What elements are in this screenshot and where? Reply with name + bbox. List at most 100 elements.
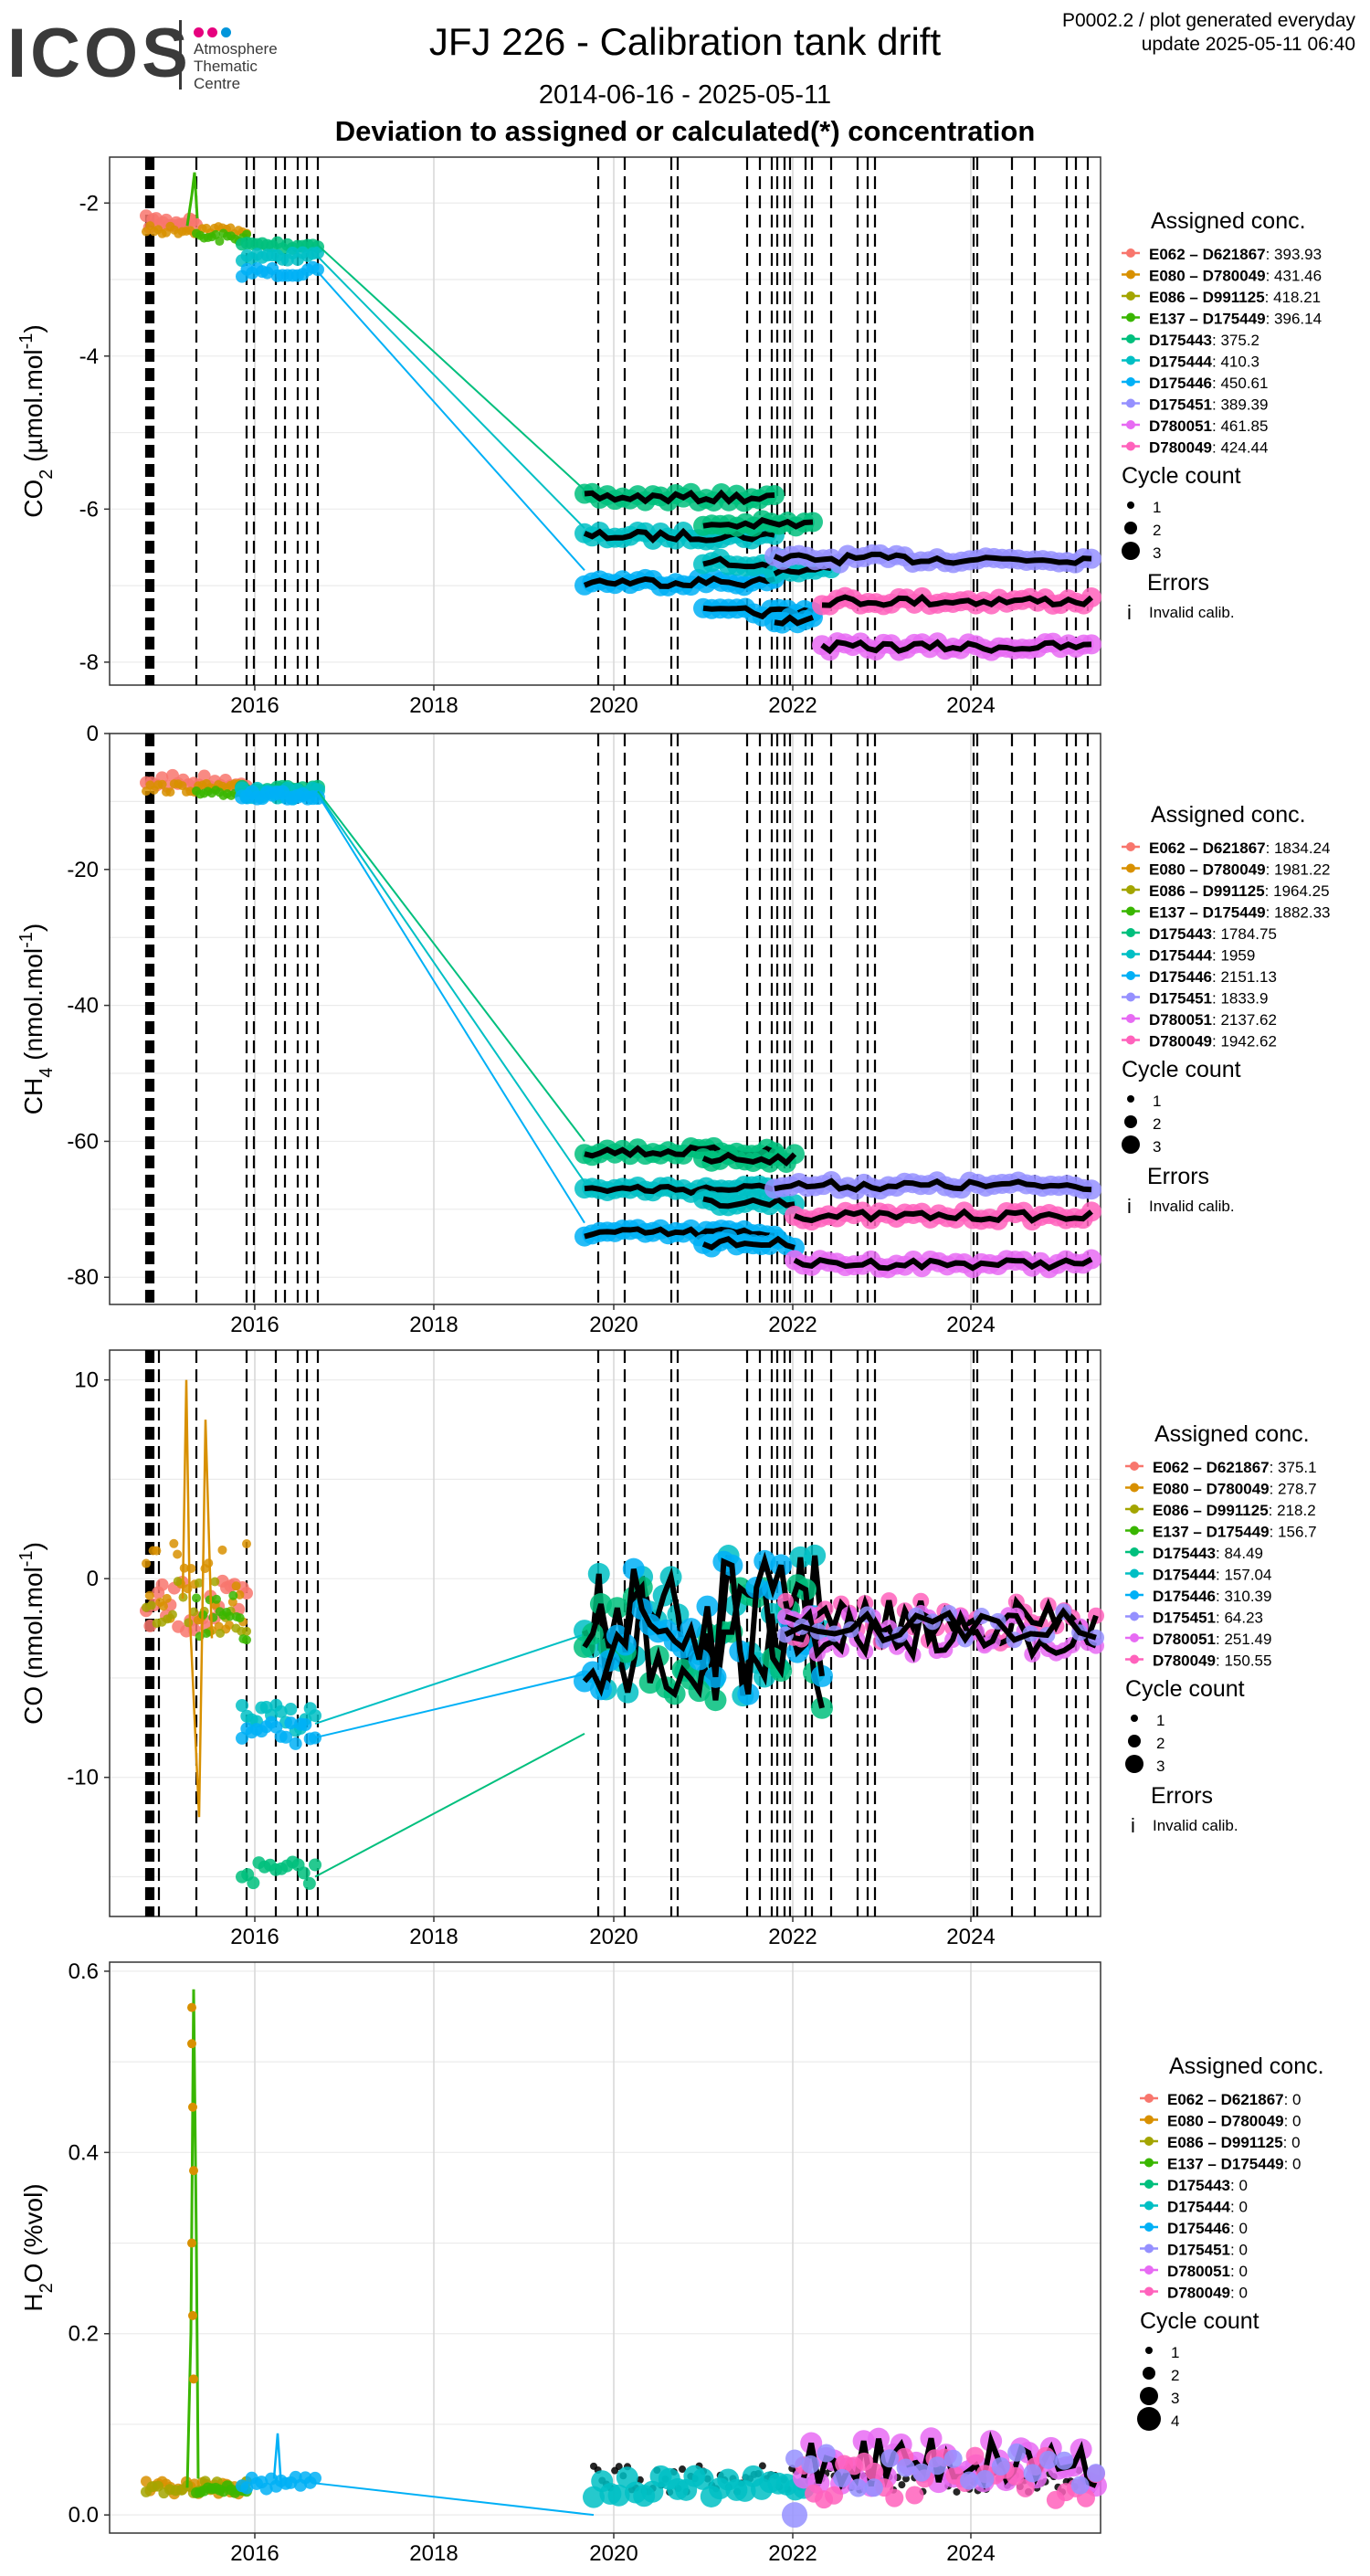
legend-entry-name: E062 – D621867 <box>1153 1459 1270 1476</box>
y-axis-label-part: H <box>19 2293 47 2311</box>
data-point <box>236 1699 248 1713</box>
legend-entry-name: E137 – D175449 <box>1149 311 1266 328</box>
legend-entry-name: E062 – D621867 <box>1167 2091 1284 2108</box>
legend-key-point <box>1126 863 1135 873</box>
x-tick-label: 2024 <box>946 1925 995 1949</box>
cycle-value: 3 <box>1156 1758 1164 1775</box>
y-axis-label-part: (nmol.mol <box>19 1567 47 1686</box>
data-point <box>189 2374 198 2384</box>
cycle-value: 3 <box>1153 1138 1161 1156</box>
x-tick-label: 2016 <box>230 693 279 718</box>
data-point <box>284 1716 298 1730</box>
legend-entry-name: D175443 <box>1149 925 1212 943</box>
data-line <box>584 489 775 506</box>
legend-entry-value: : 450.61 <box>1212 375 1268 392</box>
cycle-key <box>1124 522 1137 534</box>
data-line <box>185 1989 200 2488</box>
legend-entry-name: D780049 <box>1167 2285 1230 2302</box>
legend-entry-name: D175444 <box>1149 354 1213 371</box>
plot-frame <box>109 733 1101 1305</box>
x-tick-label: 2022 <box>768 1313 817 1337</box>
legend-key-point <box>1144 2180 1154 2189</box>
legend-entry-name: D175451 <box>1153 1610 1216 1627</box>
legend-entry-value: : 389.39 <box>1212 396 1268 414</box>
series-connector <box>317 256 585 529</box>
data-line <box>820 639 1092 655</box>
logo-line: Atmosphere <box>194 40 278 58</box>
data-point <box>975 2470 995 2489</box>
logo-line: Thematic <box>194 58 258 75</box>
series-connector <box>314 1673 585 1739</box>
legend-entry: E062 – D621867: 375.1 <box>1153 1459 1317 1476</box>
data-point <box>309 1731 321 1745</box>
data-point <box>309 1709 321 1723</box>
cycle-key <box>1137 2407 1161 2431</box>
logo-dot <box>221 27 231 37</box>
data-line <box>584 1182 776 1197</box>
legend-key-point <box>1144 2137 1154 2146</box>
legend-entry: D780051: 461.85 <box>1149 417 1268 435</box>
y-axis-label-part: -1 <box>16 333 37 350</box>
x-tick-label: 2024 <box>946 1313 995 1337</box>
legend-entry-name: D175443 <box>1149 332 1212 349</box>
data-point <box>173 1577 183 1587</box>
legend-entry: D175446: 450.61 <box>1149 375 1268 392</box>
legend-key-point <box>1130 1547 1139 1557</box>
plot-meta: P0002.2 / plot generated everyday update… <box>1062 9 1355 57</box>
cycle-key <box>1140 2387 1158 2405</box>
legend-entry: E080 – D780049: 1981.22 <box>1149 861 1331 879</box>
legend-key-point <box>1126 842 1135 851</box>
data-marks <box>140 172 1101 661</box>
data-point <box>912 2463 931 2482</box>
data-point <box>679 2465 687 2474</box>
data-point <box>1023 2464 1042 2483</box>
chart-subtitle: Deviation to assigned or calculated(*) c… <box>334 115 1036 147</box>
x-tick-label: 2018 <box>409 1925 458 1949</box>
legend-entry-value: : 1981.22 <box>1266 861 1331 879</box>
data-point <box>1055 2451 1074 2470</box>
legend-entry-name: E086 – D991125 <box>1149 882 1265 900</box>
legend-entry: E080 – D780049: 431.46 <box>1149 268 1322 285</box>
chart-title: JFJ 226 - Calibration tank drift <box>428 20 942 63</box>
data-point <box>1087 2464 1105 2483</box>
x-tick-label: 2020 <box>589 693 638 718</box>
data-point <box>216 1628 226 1638</box>
data-point <box>167 1610 177 1620</box>
x-tick-label: 2018 <box>409 1313 458 1337</box>
errors-symbol: i <box>1131 1814 1135 1837</box>
data-point <box>187 2238 196 2248</box>
legend-entry: E062 – D621867: 393.93 <box>1149 246 1322 263</box>
legend-entry-value: : 0 <box>1284 2113 1302 2130</box>
y-axis-label-part: -1 <box>16 932 37 948</box>
data-point <box>991 2457 1010 2476</box>
logo-dot <box>207 27 217 37</box>
legend-entry-name: D780051 <box>1153 1631 1216 1648</box>
legend-entry: D175443: 1784.75 <box>1149 925 1277 943</box>
x-tick-label: 2018 <box>409 693 458 718</box>
legend-entry-value: : 64.23 <box>1216 1610 1263 1627</box>
cycle-key <box>1125 1755 1143 1773</box>
legend-title: Assigned conc. <box>1151 208 1306 234</box>
legend-entry-name: D780049 <box>1153 1652 1216 1670</box>
data-point <box>928 2456 947 2476</box>
data-point <box>187 2039 196 2049</box>
y-axis-label: CO2 (µmol.mol-1) <box>16 324 57 518</box>
data-point <box>615 2463 623 2471</box>
data-point <box>202 1628 211 1638</box>
x-tick-label: 2020 <box>589 2541 638 2566</box>
y-tick-label: -80 <box>67 1265 99 1290</box>
legend-entry-value: : 2137.62 <box>1212 1011 1277 1029</box>
data-point <box>864 2478 883 2497</box>
legend-entry-name: D175451 <box>1167 2242 1230 2259</box>
data-point <box>188 2102 197 2112</box>
x-tick-label: 2024 <box>946 2541 995 2566</box>
legend-entry-value: : 278.7 <box>1270 1481 1317 1498</box>
errors-legend-title: Errors <box>1151 1783 1213 1809</box>
cycle-value: 4 <box>1171 2412 1179 2430</box>
legend-key-point <box>1144 2222 1154 2232</box>
series-connector <box>314 2482 595 2517</box>
y-axis-label-part: ) <box>19 324 47 333</box>
legend-entry: D780049: 1942.62 <box>1149 1033 1277 1050</box>
data-point <box>896 2458 915 2477</box>
